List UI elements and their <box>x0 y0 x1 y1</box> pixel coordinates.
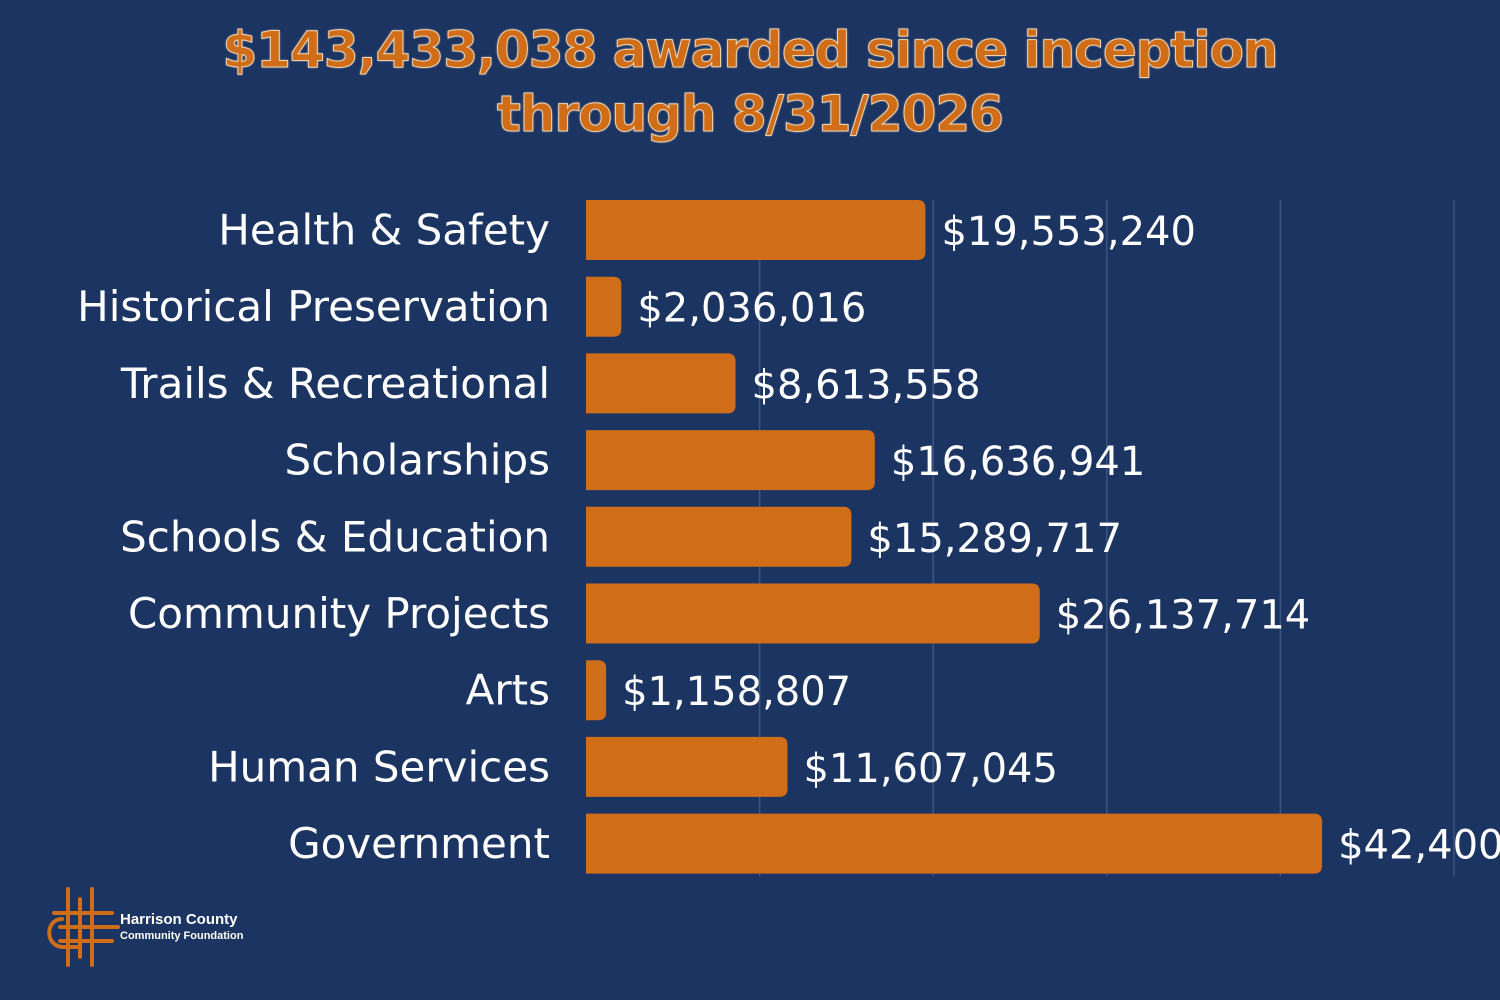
category-label: Historical Preservation <box>77 282 550 331</box>
chart-title-line1: $143,433,038 awarded since inception <box>222 21 1279 80</box>
category-label: Schools & Education <box>120 512 550 561</box>
value-label: $26,137,714 <box>1056 593 1310 639</box>
value-label: $2,036,016 <box>637 286 866 332</box>
bar <box>586 430 875 491</box>
chart-title-line2: through 8/31/2026 <box>497 85 1005 144</box>
value-label: $42,400,000 <box>1338 823 1500 869</box>
category-label: Arts <box>466 666 550 715</box>
category-label: Scholarships <box>285 436 550 485</box>
bar <box>586 200 926 260</box>
value-label: $15,289,717 <box>867 516 1121 562</box>
bar <box>586 736 788 797</box>
value-label: $16,636,941 <box>891 439 1145 485</box>
bar <box>586 276 622 337</box>
bar <box>586 583 1040 644</box>
category-label: Trails & Recreational <box>120 359 550 408</box>
logo-name-line2: Community Foundation <box>120 930 244 942</box>
foundation-logo-icon <box>47 887 120 967</box>
category-label: Community Projects <box>128 589 550 638</box>
bars <box>586 200 1323 874</box>
labels: Health & Safety $19,553,240 Historical Pre… <box>77 206 1500 869</box>
bar <box>586 813 1323 874</box>
category-label: Human Services <box>208 742 550 791</box>
category-label: Health & Safety <box>218 206 550 255</box>
bar <box>586 506 852 567</box>
value-label: $19,553,240 <box>941 209 1195 255</box>
value-label: $11,607,045 <box>803 746 1057 792</box>
logo-name-line1: Harrison County <box>120 911 238 928</box>
bar <box>586 353 736 414</box>
chart-title: $143,433,038 awarded since inception thr… <box>0 18 1500 146</box>
value-label: $1,158,807 <box>622 669 851 715</box>
bar <box>586 660 607 721</box>
value-label: $8,613,558 <box>752 362 981 408</box>
foundation-logo: Harrison County Community Foundation <box>40 885 280 970</box>
category-label: Government <box>288 819 550 868</box>
